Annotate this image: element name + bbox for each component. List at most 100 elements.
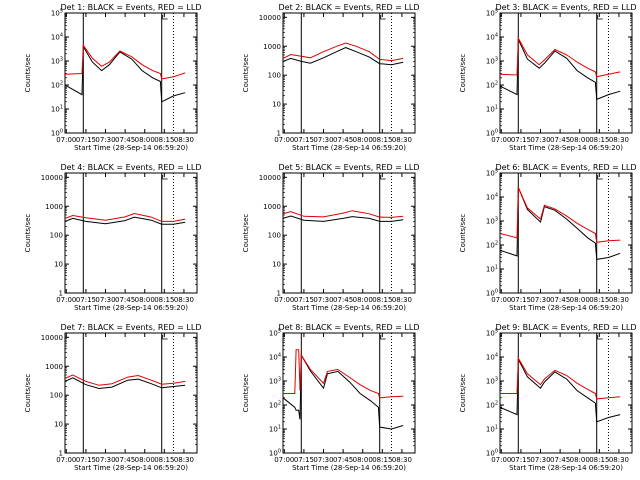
- x-tick-label: 08:30: [174, 136, 194, 144]
- events-series-line: [500, 359, 621, 423]
- x-tick-label: 07:00: [491, 296, 511, 304]
- y-axis-label: Counts/sec: [459, 54, 467, 93]
- x-tick-label: 07:30: [313, 456, 333, 464]
- chart-title: Det 9: BLACK = Events, RED = LLD: [496, 323, 637, 332]
- y-tick-label: 102: [486, 81, 498, 90]
- y-tick-label: 1000: [263, 203, 281, 211]
- plot-frame: [499, 332, 633, 454]
- y-tick-label: 105: [486, 329, 498, 338]
- x-tick-label: 07:15: [511, 296, 531, 304]
- x-axis-label: Start Time (28-Sep-14 06:59:20): [74, 464, 188, 472]
- y-tick-label: 1000: [263, 43, 281, 51]
- chart-title: Det 6: BLACK = Events, RED = LLD: [496, 163, 637, 172]
- y-tick-label: 103: [269, 377, 281, 386]
- y-tick-label: 105: [269, 329, 281, 338]
- x-axis-label: Start Time (28-Sep-14 06:59:20): [74, 144, 188, 152]
- y-tick-label: 102: [486, 241, 498, 250]
- y-axis-label: Counts/sec: [242, 54, 250, 93]
- chart-panel-5: Det 5: BLACK = Events, RED = LLD 1 10 100 10…: [242, 163, 419, 312]
- y-tick-label: 10: [54, 261, 63, 269]
- y-axis-label: Counts/sec: [459, 374, 467, 413]
- x-tick-label: 08:15: [589, 456, 609, 464]
- x-tick-label: 08:30: [609, 296, 629, 304]
- lld-series-line: [65, 212, 186, 222]
- end-marker-bracket: [162, 335, 168, 340]
- chart-panel-8: Det 8: BLACK = Events, RED = LLD 100 101 10…: [242, 323, 419, 472]
- plot-frame: [282, 172, 416, 294]
- y-tick-label: 103: [486, 217, 498, 226]
- x-tick-label: 07:45: [115, 296, 135, 304]
- y-tick-label: 10: [54, 421, 63, 429]
- y-tick-label: 104: [269, 353, 281, 362]
- lld-series-line: [500, 356, 621, 400]
- x-tick-label: 08:00: [135, 296, 155, 304]
- x-tick-label: 07:45: [550, 296, 570, 304]
- end-marker-bracket: [380, 335, 386, 340]
- y-tick-label: 100: [268, 72, 281, 80]
- y-tick-label: 1000: [45, 363, 63, 371]
- x-tick-label: 08:30: [392, 136, 412, 144]
- y-tick-label: 100: [50, 392, 63, 400]
- x-tick-label: 07:15: [511, 456, 531, 464]
- y-tick-label: 101: [486, 105, 498, 114]
- chart-title: Det 3: BLACK = Events, RED = LLD: [496, 3, 637, 12]
- plot-frame: [64, 172, 198, 294]
- x-tick-label: 08:15: [154, 136, 174, 144]
- chart-panel-7: Det 7: BLACK = Events, RED = LLD 1 10 100 10…: [24, 323, 201, 472]
- x-tick-label: 08:30: [609, 456, 629, 464]
- x-tick-label: 07:00: [274, 136, 294, 144]
- y-tick-label: 104: [486, 33, 498, 42]
- x-axis-label: Start Time (28-Sep-14 06:59:20): [74, 304, 188, 312]
- events-series-line: [65, 44, 186, 103]
- x-tick-label: 08:15: [589, 296, 609, 304]
- x-tick-label: 08:30: [174, 296, 194, 304]
- x-tick-label: 08:30: [392, 296, 412, 304]
- chart-title: Det 4: BLACK = Events, RED = LLD: [61, 163, 202, 172]
- y-tick-label: 10000: [259, 14, 281, 22]
- x-tick-label: 07:30: [530, 456, 550, 464]
- x-tick-label: 08:15: [372, 136, 392, 144]
- events-series-line: [283, 215, 404, 222]
- y-tick-label: 10000: [259, 174, 281, 182]
- y-tick-label: 105: [486, 169, 498, 178]
- y-tick-label: 101: [486, 265, 498, 274]
- y-tick-label: 101: [269, 425, 281, 434]
- lld-series-line: [283, 42, 404, 62]
- x-tick-label: 08:15: [372, 456, 392, 464]
- plot-frame: [282, 12, 416, 134]
- x-tick-label: 07:45: [333, 296, 353, 304]
- y-tick-label: 101: [51, 105, 63, 114]
- y-tick-label: 1: [59, 290, 63, 298]
- y-tick-label: 105: [51, 9, 63, 18]
- y-tick-label: 10: [272, 261, 281, 269]
- x-tick-label: 07:00: [491, 136, 511, 144]
- x-tick-label: 07:45: [333, 456, 353, 464]
- y-tick-label: 103: [486, 377, 498, 386]
- x-tick-label: 07:45: [550, 136, 570, 144]
- chart-title: Det 7: BLACK = Events, RED = LLD: [61, 323, 202, 332]
- plot-frame: [499, 12, 633, 134]
- x-tick-label: 08:00: [570, 136, 590, 144]
- x-tick-label: 07:30: [530, 136, 550, 144]
- y-axis-label: Counts/sec: [24, 54, 32, 93]
- lld-series-line: [283, 210, 404, 218]
- x-tick-label: 07:00: [56, 296, 76, 304]
- y-axis-label: Counts/sec: [24, 374, 32, 413]
- y-tick-label: 100: [486, 129, 498, 138]
- y-tick-label: 102: [51, 81, 63, 90]
- end-marker-bracket: [597, 175, 603, 180]
- end-marker-bracket: [597, 335, 603, 340]
- x-tick-label: 07:30: [95, 296, 115, 304]
- x-tick-label: 07:15: [294, 136, 314, 144]
- y-tick-label: 100: [269, 449, 281, 458]
- chart-panel-2: Det 2: BLACK = Events, RED = LLD 1 10 100 10…: [242, 3, 419, 152]
- x-tick-label: 07:45: [333, 136, 353, 144]
- x-tick-label: 07:00: [491, 456, 511, 464]
- y-tick-label: 103: [51, 57, 63, 66]
- y-tick-label: 100: [50, 232, 63, 240]
- x-tick-label: 08:00: [353, 136, 373, 144]
- x-tick-label: 07:00: [56, 136, 76, 144]
- x-tick-label: 07:15: [76, 456, 96, 464]
- chart-panel-6: Det 6: BLACK = Events, RED = LLD 100 101 10…: [459, 163, 636, 312]
